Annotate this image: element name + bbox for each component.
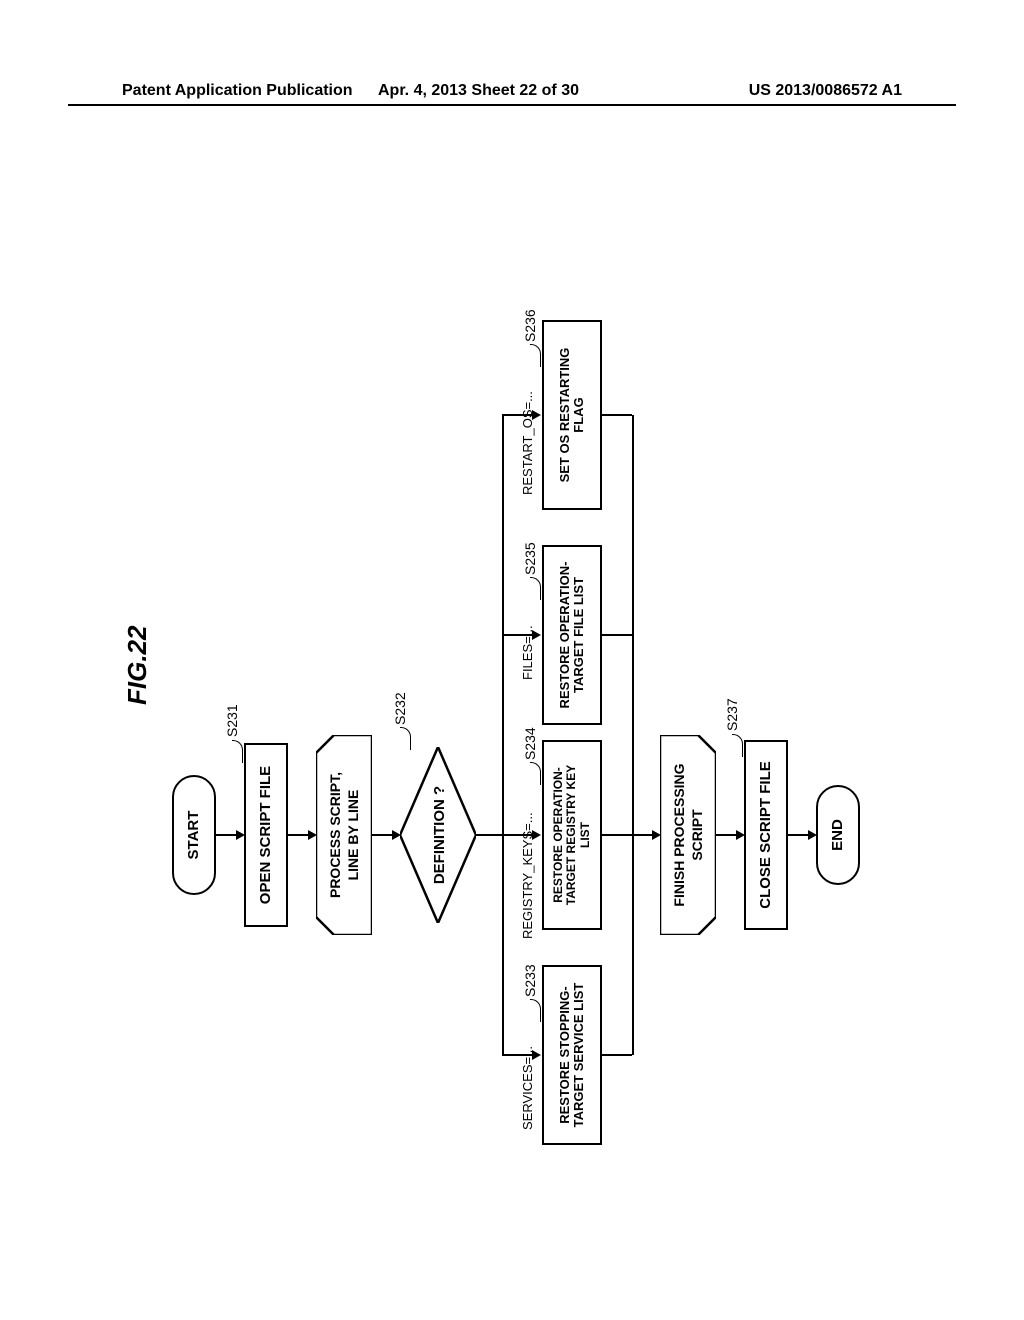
header-right: US 2013/0086572 A1 xyxy=(749,82,902,100)
line xyxy=(632,834,654,836)
node-s231-text: OPEN SCRIPT FILE xyxy=(258,766,275,904)
ref-connector xyxy=(232,740,243,763)
header-left: Patent Application Publication xyxy=(122,82,353,100)
line xyxy=(602,414,632,416)
node-s237: CLOSE SCRIPT FILE xyxy=(744,740,788,930)
svg-text:LINE BY LINE: LINE BY LINE xyxy=(345,790,361,881)
edge-s236: RESTART_OS=... xyxy=(520,391,535,495)
node-s234-text: RESTORE OPERATION- TARGET REGISTRY KEY L… xyxy=(552,765,592,905)
edge-s234: REGISTRY_KEYS=... xyxy=(520,812,535,939)
svg-text:PROCESS SCRIPT,: PROCESS SCRIPT, xyxy=(327,772,343,898)
node-start-text: START xyxy=(186,811,203,860)
node-s232-text: DEFINITION ? xyxy=(431,786,448,884)
node-s232: DEFINITION ? xyxy=(400,747,481,923)
node-s231: OPEN SCRIPT FILE xyxy=(244,743,288,927)
node-s235: RESTORE OPERATION- TARGET FILE LIST xyxy=(542,545,602,725)
line xyxy=(788,834,810,836)
line xyxy=(632,415,634,1055)
ref-connector xyxy=(530,344,541,367)
ref-s233: S233 xyxy=(522,964,538,997)
node-loop-top: PROCESS SCRIPT, LINE BY LINE xyxy=(316,735,372,935)
node-end-text: END xyxy=(830,819,847,851)
node-s237-text: CLOSE SCRIPT FILE xyxy=(758,761,775,909)
arrow xyxy=(288,834,310,836)
header-rule xyxy=(68,104,956,106)
node-s233-text: RESTORE STOPPING- TARGET SERVICE LIST xyxy=(558,983,587,1128)
ref-s235: S235 xyxy=(522,542,538,575)
node-start: START xyxy=(172,775,216,895)
node-end: END xyxy=(816,785,860,885)
node-s234: RESTORE OPERATION- TARGET REGISTRY KEY L… xyxy=(542,740,602,930)
ref-connector xyxy=(530,762,541,785)
ref-connector xyxy=(732,734,743,757)
svg-text:SCRIPT: SCRIPT xyxy=(689,809,705,861)
ref-connector xyxy=(530,999,541,1022)
figure-label: FIG.22 xyxy=(122,626,153,705)
ref-s236: S236 xyxy=(522,309,538,342)
arrow xyxy=(216,834,238,836)
node-s233: RESTORE STOPPING- TARGET SERVICE LIST xyxy=(542,965,602,1145)
line xyxy=(716,834,738,836)
node-s236-text: SET OS RESTARTING FLAG xyxy=(558,348,587,483)
node-s235-text: RESTORE OPERATION- TARGET FILE LIST xyxy=(558,562,587,709)
arrow xyxy=(372,834,394,836)
ref-connector xyxy=(530,577,541,600)
edge-s235: FILES=... xyxy=(520,625,535,680)
ref-s232: S232 xyxy=(392,692,408,725)
line xyxy=(602,634,632,636)
line xyxy=(602,834,632,836)
ref-s234: S234 xyxy=(522,727,538,760)
line xyxy=(602,1054,632,1056)
edge-s233: SERVICES=... xyxy=(520,1046,535,1130)
ref-s237: S237 xyxy=(724,698,740,731)
node-s236: SET OS RESTARTING FLAG xyxy=(542,320,602,510)
node-loop-bottom: FINISH PROCESSING SCRIPT xyxy=(660,735,716,935)
ref-s231: S231 xyxy=(224,704,240,737)
header-center: Apr. 4, 2013 Sheet 22 of 30 xyxy=(378,82,579,100)
line xyxy=(502,415,504,1055)
flowchart: FIG.22 START S231 OPEN SCRIPT FILE PROCE… xyxy=(122,135,902,1185)
line xyxy=(476,834,502,836)
svg-text:FINISH PROCESSING: FINISH PROCESSING xyxy=(671,763,687,906)
